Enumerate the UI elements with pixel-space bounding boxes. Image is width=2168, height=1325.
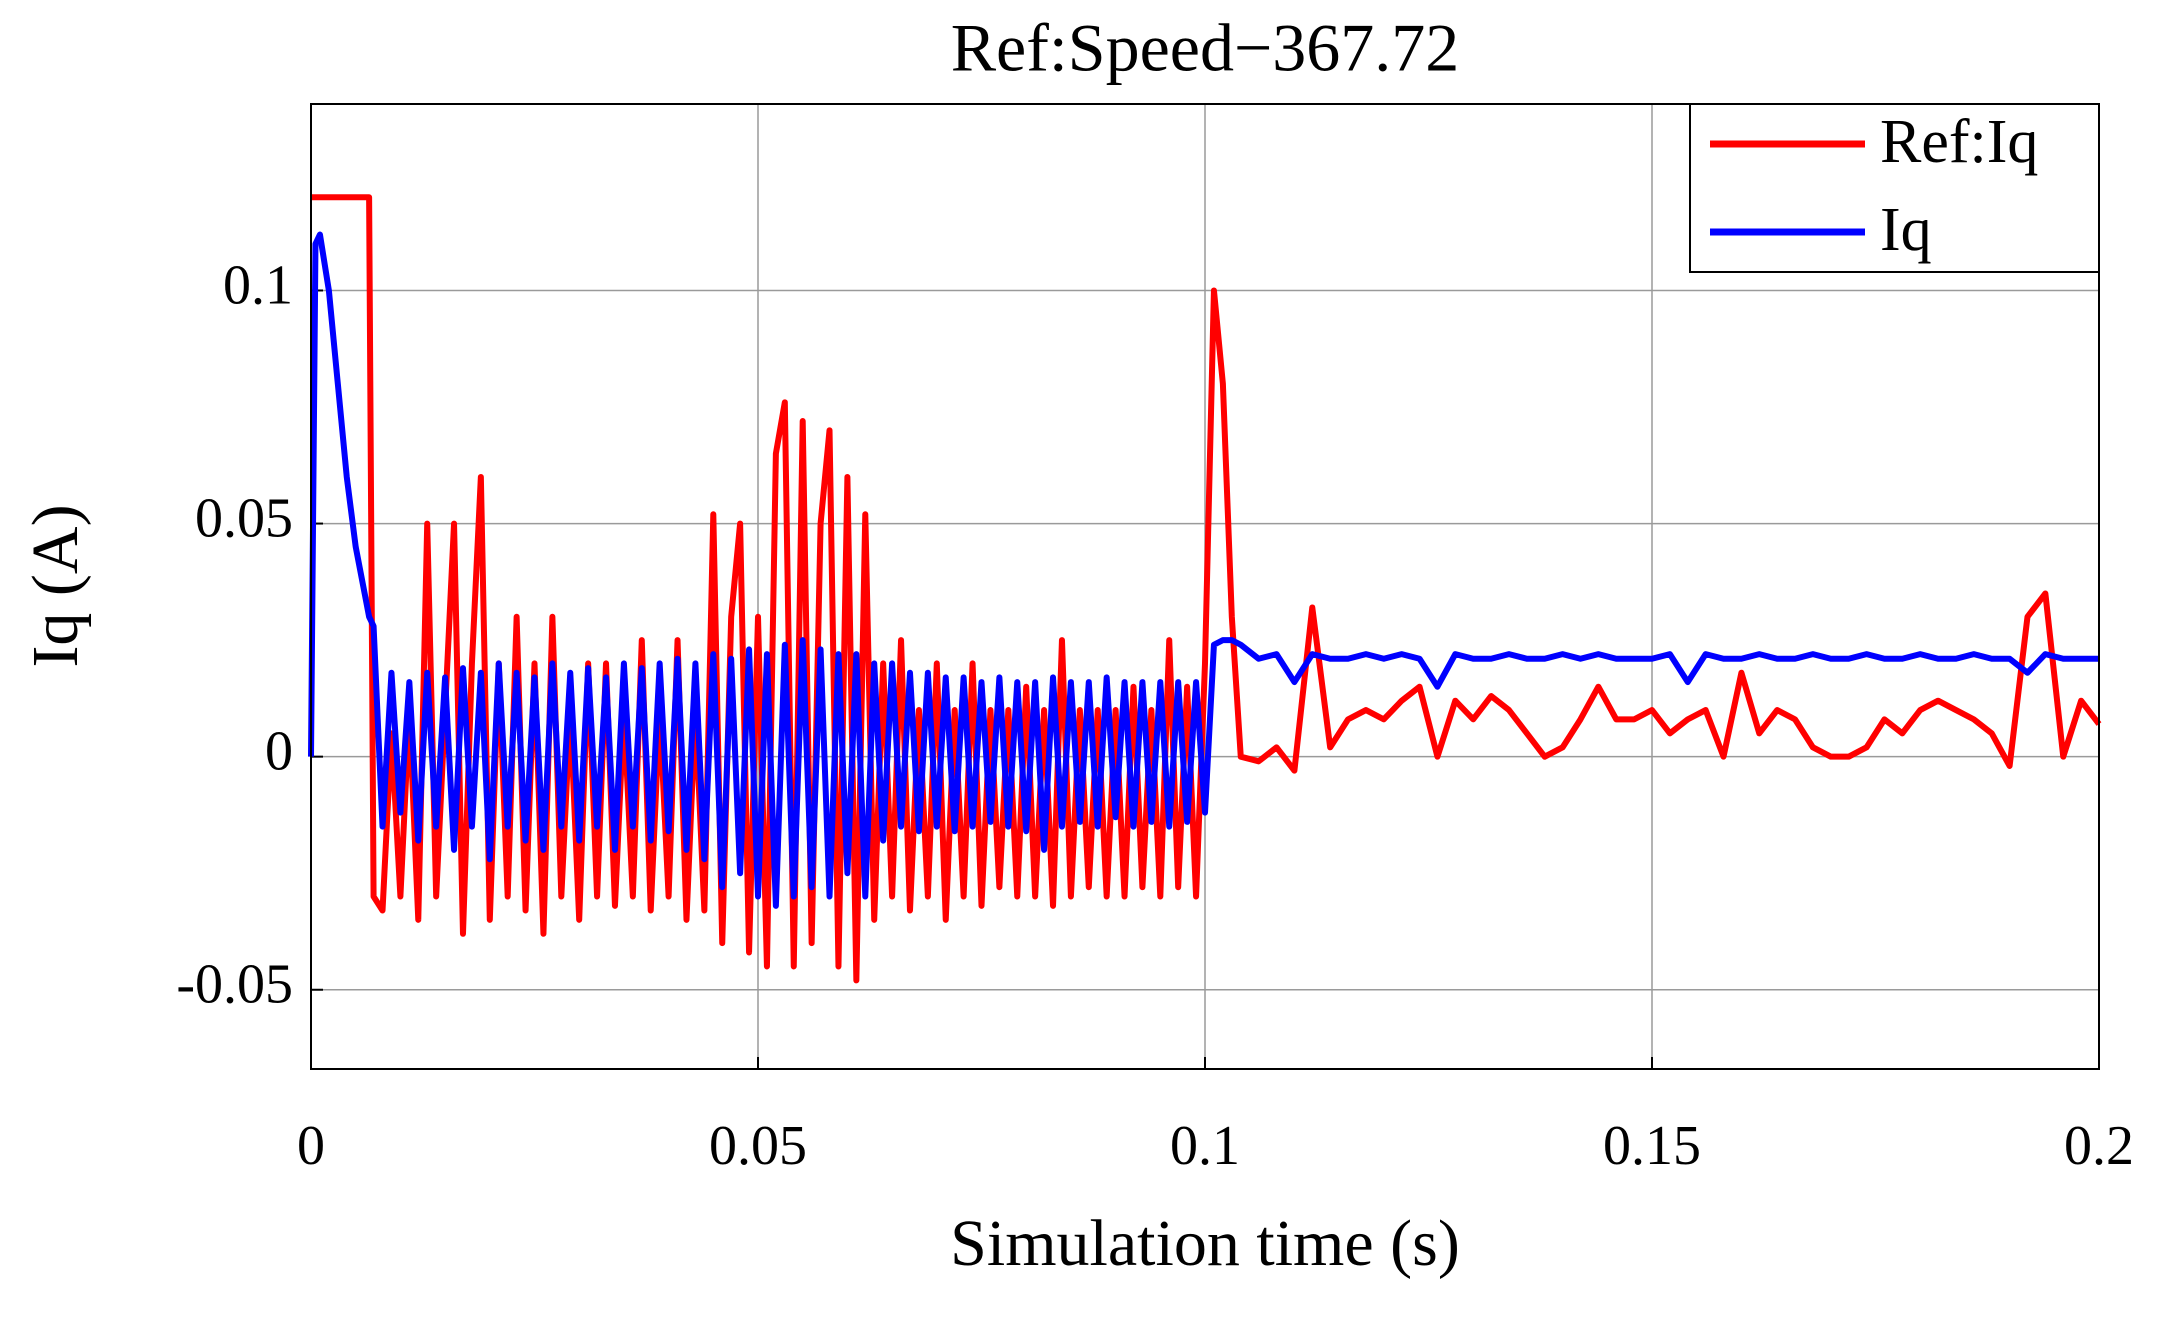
y-axis-label: Iq (A): [19, 504, 92, 667]
x-axis-label: Simulation time (s): [950, 1207, 1460, 1280]
y-tick-label: 0.05: [195, 487, 293, 549]
axes-box: [310, 103, 2100, 1070]
x-tick-label: 0: [297, 1115, 325, 1177]
chart-title: Ref:Speed−367.72: [951, 10, 1460, 86]
legend-label: Iq: [1880, 196, 1932, 264]
y-tick-label: 0: [265, 721, 293, 783]
legend-box: [1689, 103, 2100, 273]
y-tick-label: 0.1: [223, 254, 293, 316]
legend-label: Ref:Iq: [1880, 108, 2038, 176]
x-tick-label: 0.2: [2064, 1115, 2134, 1177]
x-tick-label: 0.15: [1603, 1115, 1701, 1177]
x-tick-label: 0.05: [709, 1115, 807, 1177]
x-tick-label: 0.1: [1170, 1115, 1240, 1177]
y-tick-label: -0.05: [176, 954, 293, 1016]
data-line: [308, 231, 2099, 909]
